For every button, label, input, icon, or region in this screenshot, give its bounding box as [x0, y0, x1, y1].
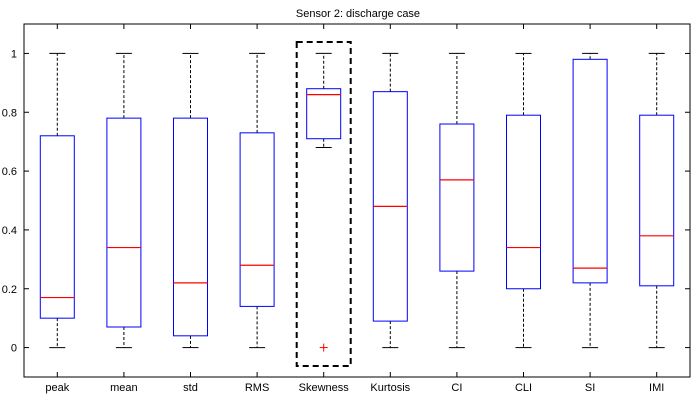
x-tick-label: mean — [110, 382, 138, 394]
box-rms — [239, 52, 275, 349]
iqr-box — [173, 117, 208, 337]
y-tick-label: 0.2 — [2, 284, 17, 296]
iqr-box — [506, 114, 541, 290]
x-tick-label: Kurtosis — [370, 382, 410, 394]
y-tick-label: 1 — [11, 48, 17, 60]
iqr-box — [639, 114, 675, 287]
box-cli — [506, 52, 541, 349]
x-tick-label: peak — [45, 382, 69, 394]
box-imi — [639, 52, 675, 349]
y-tick-label: 0.8 — [2, 107, 17, 119]
x-axis-ticks: peak mean std RMS Skewness Kurtosis CI CLI SI IMI — [45, 24, 664, 394]
y-axis-ticks: 0 0.2 0.4 0.6 0.8 1 — [2, 48, 690, 355]
iqr-box — [306, 88, 342, 140]
x-tick-label: CLI — [515, 382, 532, 394]
iqr-box — [439, 123, 475, 272]
box-std — [173, 52, 208, 349]
y-tick-label: 0.4 — [2, 225, 17, 237]
box-ci — [439, 52, 475, 349]
iqr-box — [39, 135, 75, 319]
plot-area — [23, 23, 691, 378]
x-tick-label: CI — [451, 382, 462, 394]
iqr-box — [106, 117, 142, 328]
highlight-group — [295, 41, 352, 367]
x-tick-label: Skewness — [299, 382, 350, 394]
x-tick-label: RMS — [245, 382, 269, 394]
highlight-frame — [295, 41, 352, 367]
x-tick-label: IMI — [649, 382, 664, 394]
chart-title: Sensor 2: discharge case — [296, 8, 420, 20]
y-tick-label: 0.6 — [2, 166, 17, 178]
box-kurtosis — [372, 52, 408, 349]
box-peak — [39, 52, 75, 349]
box-series — [39, 52, 675, 352]
box-mean — [106, 52, 142, 349]
box-skewness — [306, 52, 342, 352]
x-tick-label: std — [183, 382, 198, 394]
iqr-box — [239, 132, 275, 307]
box-si — [572, 52, 608, 349]
x-tick-label: SI — [585, 382, 595, 394]
y-tick-label: 0 — [11, 343, 17, 355]
iqr-box — [572, 58, 608, 284]
